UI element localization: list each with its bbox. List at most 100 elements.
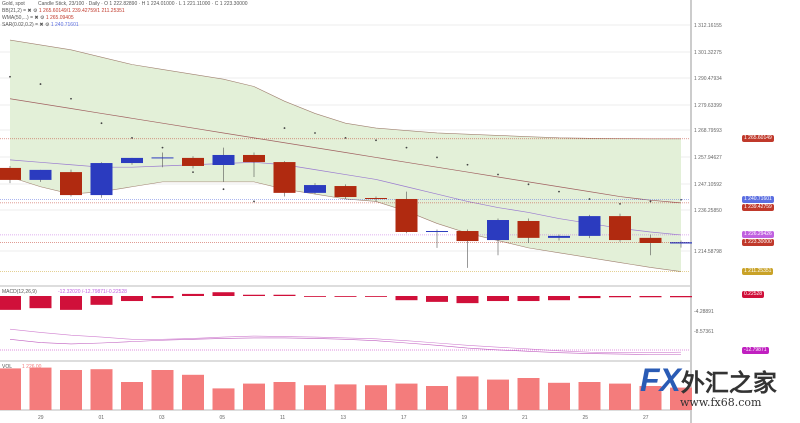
volume-bar [151, 370, 174, 410]
candle-down [334, 186, 357, 198]
volume-bar [182, 374, 204, 410]
macd-axis-label: -8.57361 [694, 329, 714, 335]
date-axis-label: 29 [38, 415, 44, 421]
volume-bar [639, 386, 662, 410]
price-tag: 1 240.71601 [742, 196, 774, 204]
volume-bar [487, 379, 509, 410]
candle-up [426, 231, 448, 233]
volume-bar [395, 383, 418, 410]
sar-dot [9, 75, 11, 78]
chart-type: Candle Stick, 23/100 · Daily · O 1 222.8… [38, 1, 248, 7]
macd-histogram-bar [60, 296, 82, 310]
bb-upper-line [9, 39, 681, 140]
date-axis-label: 01 [99, 415, 105, 421]
volume-bar [456, 376, 479, 410]
price-axis-label: 1 290.47934 [694, 76, 722, 82]
watermark-name: 外汇之家 [680, 368, 777, 397]
indicator-name: WMA(50,...) [2, 15, 29, 21]
sar-dot [588, 198, 591, 200]
indicator-legend: WMA(50,...) = ✖ ⚙ 1 265.09405 [2, 15, 74, 21]
volume-bar [426, 386, 448, 410]
price-axis-label: 1 257.94627 [694, 155, 722, 161]
date-axis-label: 27 [643, 415, 649, 421]
indicator-name: BB(21,2) [2, 8, 22, 14]
price-tag: 1 239.42759 [742, 204, 774, 212]
sar-dot [527, 183, 530, 186]
sar-dot [70, 97, 72, 100]
macd-signal-line [9, 337, 681, 355]
sar-dot [619, 202, 621, 205]
sar-dot [100, 122, 103, 125]
candle-up [212, 154, 235, 165]
price-axis-label: 1 312.16155 [694, 23, 722, 29]
macd-histogram-bar [639, 296, 662, 298]
macd-histogram-bar [334, 296, 357, 297]
candle-down [243, 154, 265, 163]
macd-histogram-bar [517, 296, 540, 302]
price-axis-label: 1 214.58798 [694, 249, 722, 255]
candle-up [304, 185, 326, 193]
settings-icon[interactable]: = ✖ ⚙ [35, 22, 50, 28]
sar-dot [344, 136, 347, 139]
volume-value: 1 226.00 [22, 364, 42, 370]
macd-line [9, 328, 682, 353]
macd-histogram-bar [90, 296, 113, 305]
price-tag: 1 223.30000 [742, 239, 774, 247]
macd-label: MACD(12,26,9) [2, 289, 37, 295]
sar-dot [558, 190, 560, 193]
indicator-legend: BB(21,2) = ✖ ⚙ 1 265.60149/1 239.42759/1… [2, 8, 125, 14]
volume-bar [670, 387, 692, 410]
settings-icon[interactable]: = ✖ ⚙ [23, 8, 38, 14]
candle-up [121, 157, 143, 164]
sar-dot [466, 163, 469, 166]
indicator-legend: SAR(0.02,0.2) = ✖ ⚙ 1 240.71601 [2, 22, 79, 28]
candle-up [578, 216, 601, 236]
macd-histogram-bar [365, 296, 387, 297]
indicator-value: 1 240.71601 [50, 22, 79, 28]
macd-histogram-bar [548, 296, 570, 301]
macd-histogram-bar [487, 296, 509, 302]
sar-dot [436, 156, 438, 159]
sar-dot [253, 200, 255, 203]
macd-hist-tag: 0.22528 [742, 291, 765, 298]
candle-down [456, 231, 479, 242]
volume-bar [243, 383, 265, 410]
settings-icon[interactable]: = ✖ ⚙ [30, 15, 45, 21]
price-tag: 1 226.29426 [742, 231, 774, 239]
candle-up [548, 235, 570, 238]
sar-dot [222, 188, 225, 191]
candle-down [273, 162, 296, 193]
macd-histogram-bar [273, 294, 296, 296]
macd-axis-label: -4.28891 [694, 309, 714, 315]
macd-line-tag: -12.79871 [742, 347, 769, 354]
volume-bar [90, 369, 113, 410]
candle-down [60, 172, 82, 196]
macd-value: -12.32020 /-12.79871/-0.22528 [58, 289, 127, 295]
macd-histogram-bar [0, 296, 21, 310]
macd-histogram-bar [395, 296, 418, 301]
macd-histogram-bar [212, 292, 235, 296]
macd-histogram-bar [121, 296, 143, 302]
sar-dot [192, 171, 194, 173]
sar-dot [375, 139, 377, 142]
sar-dot [405, 146, 408, 149]
bollinger-fill [10, 40, 681, 272]
macd-histogram-bar [151, 296, 174, 299]
price-axis-label: 1 301.32275 [694, 50, 722, 56]
volume-bar [60, 370, 82, 410]
macd-histogram-bar [426, 296, 448, 302]
indicator-name: SAR(0.02,0.2) [2, 22, 34, 28]
candle-up [487, 220, 509, 241]
macd-histogram-bar [609, 296, 631, 298]
candle-down [182, 157, 204, 166]
volume-bar [304, 385, 326, 410]
date-axis-label: 13 [341, 415, 347, 421]
candle-down [609, 216, 631, 241]
volume-bar [212, 388, 235, 410]
sar-dot [283, 127, 286, 129]
watermark-brand: FX [640, 362, 681, 398]
macd-histogram-bar [456, 296, 479, 304]
price-axis-label: 1 236.25850 [694, 208, 722, 214]
watermark-url: www.fx68.com [680, 396, 762, 409]
